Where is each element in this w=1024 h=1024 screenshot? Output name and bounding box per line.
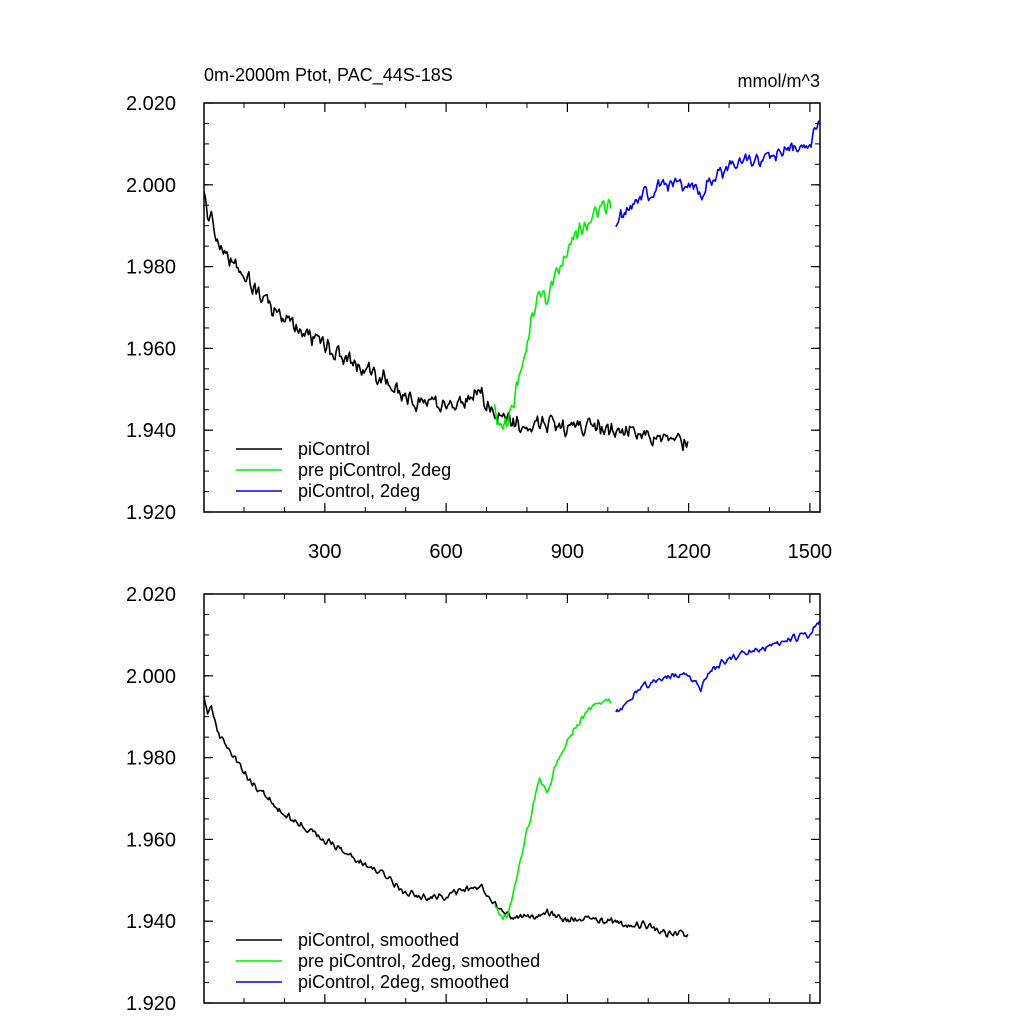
series-line	[615, 620, 821, 713]
x-tick-label: 1500	[788, 541, 833, 563]
series-line	[203, 191, 689, 452]
legend-label: pre piControl, 2deg	[298, 460, 451, 480]
y-tick-label: 1.980	[126, 257, 176, 279]
units-label: mmol/m^3	[738, 71, 820, 91]
ticks-layer: 1.920 1.940 1.960 1.980 2.000 2.020 300 600 900 1…	[126, 93, 832, 563]
y-tick-label: 1.940	[126, 420, 176, 442]
plot-frame	[203, 593, 821, 1004]
legend-label: piControl, smoothed	[298, 930, 459, 950]
x-tick-label: 1200	[666, 541, 711, 563]
y-tick-label: 1.960	[126, 338, 176, 360]
y-tick-label: 1.980	[126, 748, 176, 770]
series-layer	[203, 620, 821, 938]
series-line	[203, 696, 689, 938]
legend-label: piControl, 2deg, smoothed	[298, 972, 509, 992]
y-tick-label: 1.920	[126, 993, 176, 1015]
bottom-panel: 1.920 1.940 1.960 1.980 2.000 2.020 piControl…	[126, 584, 821, 1015]
plot-frame	[203, 102, 821, 513]
ticks-layer: 1.920 1.940 1.960 1.980 2.000 2.020	[126, 584, 820, 1015]
series-layer	[203, 120, 820, 452]
legend-label: piControl, 2deg	[298, 481, 420, 501]
chart-title: 0m-2000m Ptot, PAC_44S-18S	[204, 65, 453, 86]
y-tick-label: 2.020	[126, 93, 176, 115]
y-tick-label: 2.000	[126, 175, 176, 197]
series-line	[493, 698, 612, 920]
series-line	[615, 120, 820, 228]
y-tick-label: 1.920	[126, 502, 176, 524]
series-line	[493, 198, 612, 430]
legend-label: pre piControl, 2deg, smoothed	[298, 951, 540, 971]
x-tick-label: 300	[308, 541, 341, 563]
legend-label: piControl	[298, 439, 370, 459]
x-tick-label: 900	[551, 541, 584, 563]
y-tick-label: 1.940	[126, 911, 176, 933]
y-tick-label: 1.960	[126, 829, 176, 851]
top-panel: 0m-2000m Ptot, PAC_44S-18S mmol/m^3 1.92…	[126, 65, 832, 563]
y-tick-label: 2.000	[126, 666, 176, 688]
x-tick-label: 600	[429, 541, 462, 563]
y-tick-label: 2.020	[126, 584, 176, 606]
